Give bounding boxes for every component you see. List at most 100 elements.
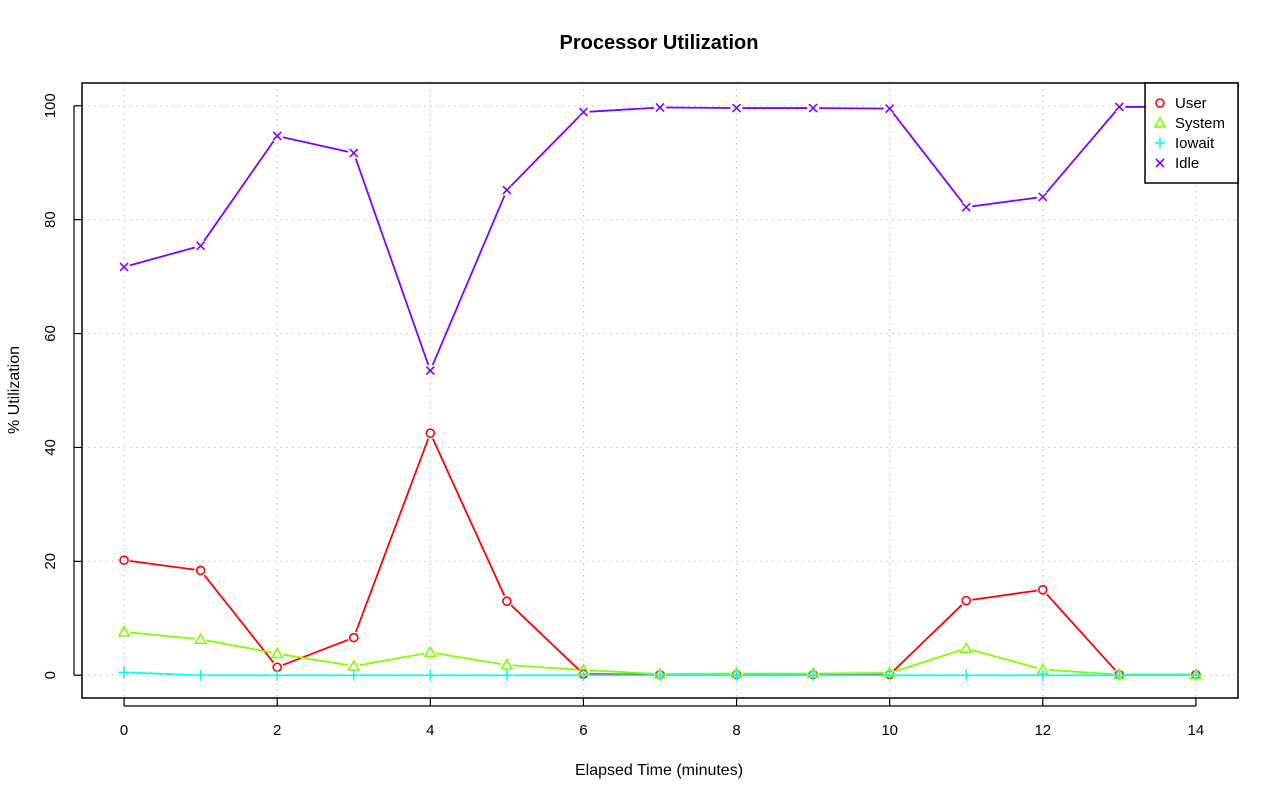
series-iowait-point [960, 669, 972, 681]
series-system-segment [512, 664, 578, 671]
series-iowait-point [577, 669, 589, 681]
chart-title: Processor Utilization [560, 32, 759, 54]
series-idle-point [1038, 192, 1048, 202]
series-user-point [1037, 585, 1048, 595]
series-idle-point [731, 103, 742, 113]
series-idle-segment [282, 136, 349, 153]
series-iowait-point [118, 666, 130, 678]
x-tick-label: 8 [732, 722, 740, 739]
series-idle-segment [972, 196, 1037, 208]
grid [82, 83, 1238, 698]
series-user-segment [355, 438, 430, 633]
legend-label-system: System [1175, 115, 1225, 132]
series-idle-segment [892, 112, 964, 203]
x-axis-label: Elapsed Time (minutes) [575, 762, 743, 779]
series-user [119, 428, 1201, 680]
series-iowait [118, 666, 1202, 681]
series-idle-segment [589, 106, 655, 113]
series-system-point [347, 659, 361, 671]
series-system-segment [359, 652, 425, 666]
series-iowait-segment [130, 671, 195, 676]
y-tick-label: 80 [42, 211, 59, 228]
series-system-segment [206, 639, 272, 654]
plot-frame [81, 82, 1239, 699]
series-idle-segment [510, 115, 580, 187]
x-tick-label: 10 [881, 722, 898, 739]
series-idle-segment [129, 246, 196, 267]
series-idle-segment [354, 158, 430, 366]
series-iowait-point [1190, 669, 1202, 681]
legend-label-iowait: Iowait [1175, 135, 1215, 152]
series-user-segment [282, 638, 349, 666]
series-system-point [959, 641, 973, 654]
series-iowait-point [271, 669, 283, 681]
series-system-point [423, 645, 437, 658]
series-user-point [502, 596, 512, 606]
series-user-segment [893, 604, 963, 672]
series-idle-point [885, 104, 895, 114]
series-system-segment [282, 653, 348, 667]
y-tick-label: 40 [42, 439, 59, 456]
series-system-point [500, 658, 514, 670]
series-user-point [425, 428, 436, 439]
legend-marker-user [1155, 98, 1165, 108]
series-user-segment [972, 589, 1037, 601]
series-idle-segment [203, 140, 275, 242]
legend-label-user: User [1175, 95, 1207, 112]
legend-marker-idle [1155, 158, 1165, 168]
y-tick-label: 60 [42, 325, 59, 342]
series-idle-point [578, 107, 589, 117]
series-idle-point [119, 262, 129, 272]
series-user-segment [510, 604, 580, 671]
series-system-segment [129, 631, 195, 640]
series-idle [119, 102, 1201, 376]
series-system-point [117, 625, 131, 637]
series-iowait-point [1037, 669, 1049, 681]
y-axis-label: % Utilization [6, 346, 23, 434]
series-iowait-point [501, 669, 513, 681]
series-user-segment [1046, 593, 1116, 671]
series-user-point [348, 632, 359, 643]
series-idle-segment [1045, 110, 1117, 193]
series-idle-point [655, 102, 665, 113]
series-user-segment [203, 574, 275, 664]
series-idle-point [502, 185, 512, 195]
x-tick-label: 4 [426, 722, 434, 739]
series-idle-point [196, 241, 206, 251]
legend: User System Iowait Idle [1144, 82, 1239, 184]
series-system-point [194, 632, 208, 645]
y-tick-label: 100 [42, 93, 59, 118]
legend-label-idle: Idle [1175, 155, 1199, 172]
series-system-segment [895, 649, 961, 672]
x-tick-label: 12 [1034, 722, 1051, 739]
series-system-segment [1048, 669, 1114, 676]
legend-marker-iowait [1154, 137, 1166, 149]
series-idle-point [272, 131, 282, 141]
x-tick-label: 2 [273, 722, 281, 739]
series-iowait-point [424, 669, 436, 681]
series-iowait-point [654, 669, 666, 681]
x-tick-label: 6 [579, 722, 587, 739]
series-system-point [270, 646, 284, 659]
x-tick-label: 0 [120, 722, 128, 739]
y-tick-label: 20 [42, 553, 59, 570]
x-tick-label: 14 [1188, 722, 1205, 739]
series-idle-point [425, 366, 435, 376]
series-user-segment [432, 438, 506, 597]
series-user-segment [129, 560, 195, 571]
series-system-segment [589, 669, 655, 675]
series-iowait-point [1113, 669, 1125, 681]
series-iowait-point [731, 669, 743, 681]
series-system-segment [971, 649, 1038, 669]
legend-marker-system [1153, 116, 1167, 128]
series-idle-point [808, 103, 818, 113]
series-user-point [119, 555, 129, 565]
series-idle-point [1114, 102, 1124, 112]
series-iowait-point [348, 669, 360, 681]
series-idle-point [961, 202, 971, 212]
x-axis: 0 2 4 6 8 10 12 14 [120, 698, 1204, 739]
series-user-point [195, 565, 206, 576]
series-idle-segment [431, 195, 506, 366]
series-iowait-point [884, 669, 896, 681]
